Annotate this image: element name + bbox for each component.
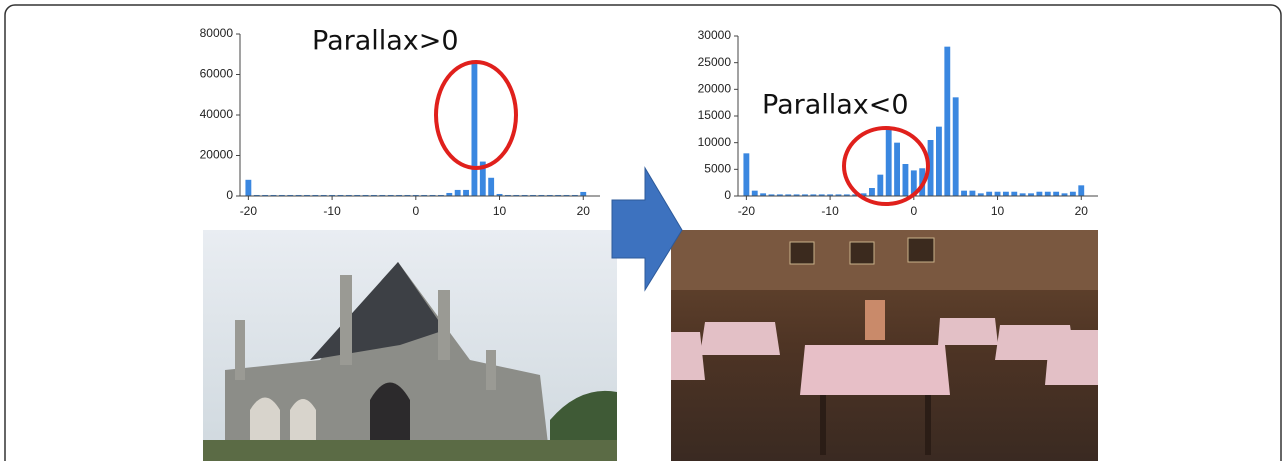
figure: 0 20000 40000 60000 80000 -20 -10 0 10 20 Parallax… <box>0 0 1287 461</box>
x-tick-label: 10 <box>493 204 507 218</box>
annotation: Parallax>0 <box>312 26 459 57</box>
bar <box>936 127 942 196</box>
x-tick-label: 0 <box>910 204 917 218</box>
bar <box>245 180 251 196</box>
bar <box>471 60 477 196</box>
bar <box>944 47 950 196</box>
bar <box>455 190 461 196</box>
bar <box>743 153 749 196</box>
restaurant-photo <box>671 230 1098 461</box>
x-tick-label: -10 <box>323 204 341 218</box>
y-tick-label: 25000 <box>698 55 732 69</box>
bar <box>752 191 758 196</box>
y-tick-label: 40000 <box>200 107 234 121</box>
x-tick-label: -20 <box>738 204 756 218</box>
x-tick-label: -20 <box>240 204 258 218</box>
bar <box>961 191 967 196</box>
bar <box>1036 192 1042 196</box>
x-tick-label: 10 <box>991 204 1005 218</box>
x-tick-label: -10 <box>821 204 839 218</box>
y-tick-label: 80000 <box>200 26 234 40</box>
y-tick-label: 10000 <box>698 135 732 149</box>
bar <box>1011 192 1017 196</box>
x-tick-label: 20 <box>577 204 591 218</box>
bar <box>1003 192 1009 196</box>
bar <box>986 192 992 196</box>
bar <box>877 175 883 196</box>
bar <box>1053 192 1059 196</box>
bar <box>1070 192 1076 196</box>
y-tick-label: 0 <box>226 188 233 202</box>
page: {"chart_data": [ {"type": "bar", "annota… <box>0 0 1287 461</box>
y-tick-label: 15000 <box>698 108 732 122</box>
bar <box>463 190 469 196</box>
bar <box>1078 185 1084 196</box>
y-tick-label: 20000 <box>698 82 732 96</box>
bar <box>886 129 892 196</box>
bar <box>953 97 959 196</box>
bar <box>969 191 975 196</box>
bar <box>903 164 909 196</box>
bar <box>995 192 1001 196</box>
annotation: Parallax<0 <box>762 90 909 121</box>
bar <box>1045 192 1051 196</box>
x-tick-label: 0 <box>412 204 419 218</box>
bar <box>580 192 586 196</box>
bar <box>488 178 494 196</box>
y-tick-label: 0 <box>724 188 731 202</box>
x-tick-label: 20 <box>1075 204 1089 218</box>
bar <box>869 188 875 196</box>
bar <box>894 143 900 196</box>
church-photo <box>203 230 617 461</box>
y-tick-label: 20000 <box>200 148 234 162</box>
y-tick-label: 30000 <box>698 28 732 42</box>
y-tick-label: 5000 <box>704 162 731 176</box>
y-tick-label: 60000 <box>200 67 234 81</box>
